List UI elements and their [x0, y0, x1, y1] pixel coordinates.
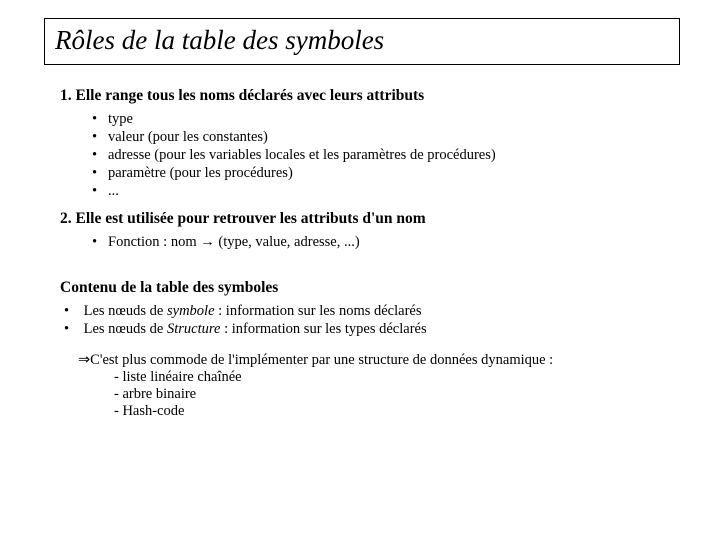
list-item: Les nœuds de symbole : information sur l…	[80, 303, 670, 320]
list-item: Fonction : nom → (type, value, adresse, …	[108, 234, 670, 251]
list-item: Les nœuds de Structure : information sur…	[80, 321, 670, 338]
list-item-suffix: : information sur les noms déclarés	[215, 303, 422, 319]
list-item: type	[108, 111, 670, 128]
list-item-italic: symbole	[167, 303, 215, 319]
list-item: paramètre (pour les procédures)	[108, 165, 670, 182]
list-item: valeur (pour les constantes)	[108, 129, 670, 146]
conclusion: ⇒C'est plus commode de l'implémenter par…	[78, 352, 670, 420]
list-item-italic: Structure	[167, 321, 220, 337]
conclusion-text: C'est plus commode de l'implémenter par …	[90, 352, 553, 368]
section3-heading: Contenu de la table des symboles	[60, 279, 670, 297]
content-area: 1. Elle range tous les noms déclarés ave…	[0, 77, 720, 420]
list-item-suffix: : information sur les types déclarés	[220, 321, 426, 337]
conclusion-sub: - Hash-code	[114, 403, 670, 420]
title-box: Rôles de la table des symboles	[44, 18, 680, 65]
conclusion-sub: - liste linéaire chaînée	[114, 369, 670, 386]
slide-title: Rôles de la table des symboles	[55, 25, 384, 55]
spacer	[60, 261, 670, 273]
list-item: adresse (pour les variables locales et l…	[108, 147, 670, 164]
list-item-prefix: Les nœuds de	[84, 303, 167, 319]
list-item-prefix: Les nœuds de	[84, 321, 167, 337]
double-arrow-icon: ⇒	[78, 352, 90, 368]
section1-heading: 1. Elle range tous les noms déclarés ave…	[60, 87, 670, 105]
section1-list: type valeur (pour les constantes) adress…	[108, 111, 670, 200]
slide: Rôles de la table des symboles 1. Elle r…	[0, 18, 720, 558]
section2-heading: 2. Elle est utilisée pour retrouver les …	[60, 210, 670, 228]
list-item: ...	[108, 183, 670, 200]
section2-list: Fonction : nom → (type, value, adresse, …	[108, 234, 670, 251]
section3-list: Les nœuds de symbole : information sur l…	[80, 303, 670, 338]
conclusion-sub: - arbre binaire	[114, 386, 670, 403]
